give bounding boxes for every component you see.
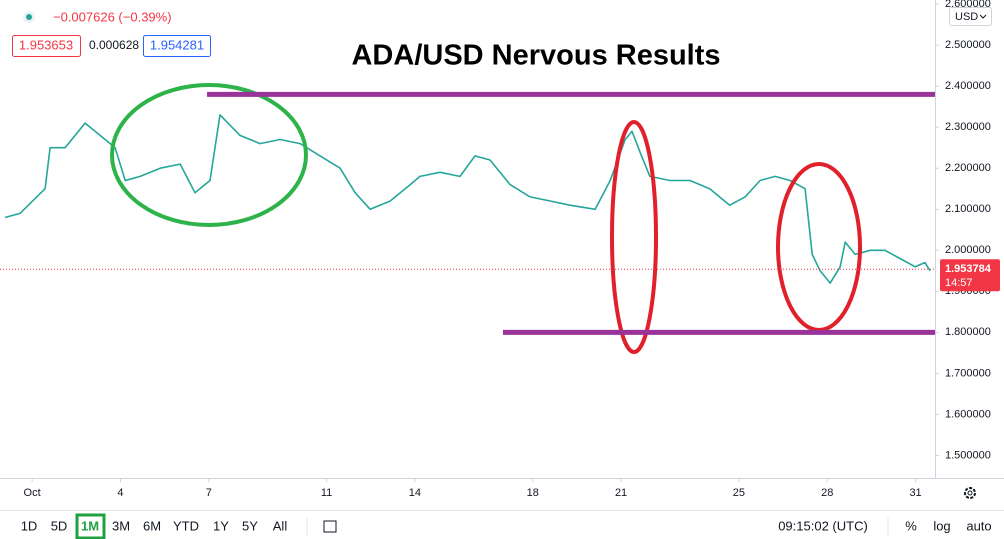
range-button[interactable]: 5D (51, 518, 68, 533)
active-range-highlight (75, 513, 106, 539)
range-button[interactable]: 5Y (242, 518, 258, 533)
y-tick-label: 2.400000 (945, 80, 991, 92)
y-tick-label: 2.300000 (945, 121, 991, 133)
chevron-icon (979, 14, 987, 19)
y-tick-label: 2.100000 (945, 203, 991, 215)
bid-box (12, 35, 81, 57)
spread: 0.000628 (89, 38, 139, 52)
price-change: −0.007626 (−0.39%) (53, 9, 172, 24)
range-button[interactable]: 1Y (213, 518, 229, 533)
range-button[interactable]: 1M (81, 518, 99, 533)
toolbar: 1D 5D 1M 3M 6M YTD 1Y 5Y All 09:15:02 (UTC)% log au… (21, 518, 992, 533)
plot-area: 1.5000001.6000001.7000001.8000001.900000… (4, 0, 991, 499)
range-button[interactable]: 3M (112, 518, 130, 533)
x-tick-label: 18 (527, 487, 539, 499)
last-price-label: 1.953784 (945, 263, 992, 275)
range-button[interactable]: All (273, 518, 288, 533)
x-tick-label: 4 (117, 487, 123, 499)
range-button[interactable]: 6M (143, 518, 161, 533)
settings-icon-core (967, 490, 973, 496)
scale-option[interactable]: log (933, 518, 950, 533)
compare-icon[interactable] (323, 520, 337, 533)
x-tick-label: 14 (409, 487, 421, 499)
x-tick-label: 21 (615, 487, 627, 499)
y-tick-label: 1.500000 (945, 449, 991, 461)
currency[interactable]: USD (955, 11, 978, 23)
scale-option[interactable]: % (905, 518, 917, 533)
annotation-ellipse (610, 120, 658, 354)
ask-price: 1.954281 (150, 37, 204, 52)
status-dot (26, 14, 32, 20)
y-tick-label: 1.800000 (945, 326, 991, 338)
clock[interactable]: 09:15:02 (UTC) (778, 518, 868, 533)
y-tick-label: 2.600000 (945, 0, 991, 10)
settings-icon[interactable] (964, 487, 976, 499)
countdown-label: 14:57 (945, 277, 973, 289)
scale-option[interactable]: auto (966, 518, 991, 533)
x-tick-label: 31 (909, 487, 921, 499)
x-tick-label: 7 (206, 487, 212, 499)
bid-price: 1.953653 (19, 37, 73, 52)
ask-box (143, 35, 211, 57)
x-tick-label: Oct (24, 487, 41, 499)
y-tick-label: 1.700000 (945, 367, 991, 379)
y-tick-label: 2.500000 (945, 39, 991, 51)
y-tick-label: 2.200000 (945, 162, 991, 174)
currency-button[interactable] (949, 7, 992, 26)
range-button[interactable]: YTD (173, 518, 199, 533)
last-price-box (940, 259, 1000, 292)
y-tick-label: 1.600000 (945, 408, 991, 420)
range-button[interactable]: 1D (21, 518, 38, 533)
price-line (4, 114, 931, 284)
x-tick-label: 11 (321, 487, 332, 499)
y-tick-label: 2.000000 (945, 244, 991, 256)
chart-title: ADA/USD Nervous Results (351, 40, 720, 72)
x-tick-label: 25 (733, 487, 745, 499)
annotation-ellipse (110, 83, 308, 227)
x-tick-label: 28 (821, 487, 833, 499)
